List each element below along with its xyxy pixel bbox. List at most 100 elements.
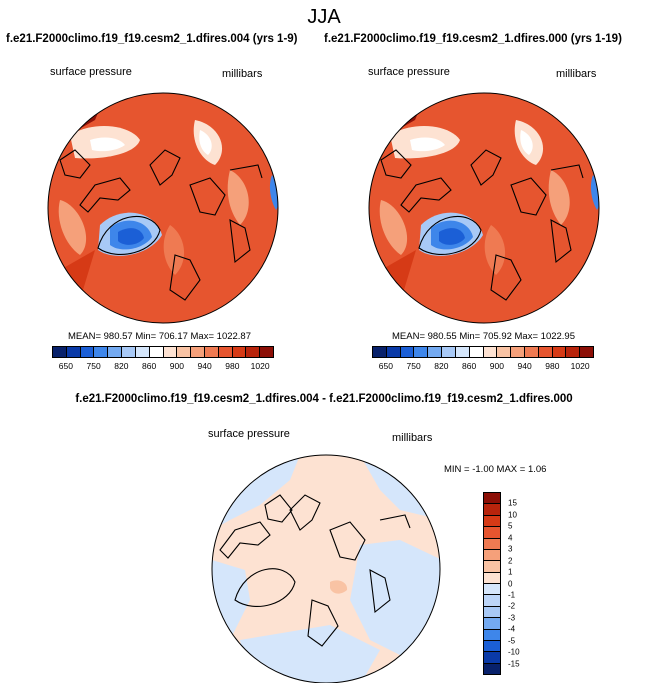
left-colorbar-swatch [218, 347, 233, 357]
left-panel-title: f.e21.F2000climo.f19_f19.cesm2_1.dfires.… [6, 33, 298, 45]
difference-colorbar-tick-label: -5 [508, 636, 516, 646]
left-colorbar-swatch [66, 347, 81, 357]
difference-units-label: millibars [392, 432, 433, 444]
right-colorbar-tick-label: 980 [545, 361, 560, 371]
right-colorbar-swatch [566, 347, 581, 357]
difference-colorbar-tick-label: 10 [508, 510, 517, 520]
right-colorbar-tick-label: 940 [517, 361, 532, 371]
left-colorbar-swatch [94, 347, 109, 357]
right-colorbar-swatch [511, 347, 525, 357]
left-colorbar-swatch [53, 347, 67, 357]
left-colorbar-swatch [260, 347, 273, 357]
left-colorbar-ticks: 650 750 820 860 900 940 980 1020 [52, 361, 274, 373]
difference-colorbar-swatch [484, 538, 500, 550]
difference-colorbar [483, 492, 501, 675]
difference-colorbar-swatch [484, 629, 500, 641]
difference-colorbar-tick-label: 0 [508, 579, 513, 588]
right-colorbar-swatch [580, 347, 593, 357]
left-colorbar-swatch [246, 347, 261, 357]
difference-colorbar-tick-label: -15 [508, 659, 520, 669]
left-colorbar-tick-label: 940 [197, 361, 212, 371]
difference-colorbar-ticks: 15 10 5 4 3 2 1 0 -1 -2 -3 -4 -5 -10 -15 [508, 492, 538, 675]
left-colorbar-tick-label: 820 [114, 361, 129, 371]
difference-colorbar-swatch [484, 640, 500, 653]
right-colorbar-swatch [538, 347, 553, 357]
difference-colorbar-swatch [484, 663, 500, 674]
right-panel-title: f.e21.F2000climo.f19_f19.cesm2_1.dfires.… [324, 33, 622, 45]
difference-colorbar-tick-label: 15 [508, 498, 517, 508]
right-colorbar-swatch [524, 347, 539, 357]
season-title: JJA [307, 6, 341, 28]
right-colorbar-swatch [469, 347, 484, 357]
left-colorbar-tick-label: 980 [225, 361, 240, 371]
right-colorbar-swatch [428, 347, 443, 357]
left-colorbar-swatch [149, 347, 164, 357]
difference-colorbar-swatch [484, 652, 500, 664]
difference-stats: MIN = -1.00 MAX = 1.06 [444, 464, 547, 475]
difference-colorbar-tick-label: -4 [508, 624, 516, 634]
left-colorbar-swatch [204, 347, 219, 357]
right-colorbar-swatch [455, 347, 470, 357]
left-colorbar-swatch [122, 347, 136, 357]
left-colorbar-tick-label: 1020 [250, 361, 270, 371]
left-colorbar-swatch [163, 347, 178, 357]
right-colorbar-swatch [400, 347, 415, 357]
difference-title: f.e21.F2000climo.f19_f19.cesm2_1.dfires.… [75, 393, 573, 405]
difference-colorbar-tick-label: -1 [508, 590, 516, 600]
right-colorbar-swatch [442, 347, 456, 357]
left-colorbar-tick-label: 860 [142, 361, 157, 371]
difference-colorbar-swatch [484, 561, 500, 573]
difference-colorbar-tick-label: -3 [508, 613, 516, 623]
right-colorbar-tick-label: 820 [434, 361, 449, 371]
difference-colorbar-tick-label: -2 [508, 601, 516, 611]
difference-colorbar-swatch [484, 606, 500, 619]
difference-colorbar-swatch [484, 504, 500, 516]
right-colorbar-swatch [414, 347, 429, 357]
left-colorbar-tick-label: 900 [169, 361, 184, 371]
left-variable-label: surface pressure [50, 66, 132, 78]
left-colorbar-tick-label: 650 [58, 361, 73, 371]
difference-colorbar-swatch [484, 549, 500, 562]
left-colorbar-swatch [191, 347, 205, 357]
right-colorbar-swatch [483, 347, 498, 357]
left-colorbar-tick-label: 750 [86, 361, 101, 371]
difference-variable-label: surface pressure [208, 428, 290, 440]
left-colorbar [52, 346, 274, 358]
difference-colorbar-tick-label: 1 [508, 567, 513, 577]
difference-colorbar-swatch [484, 515, 500, 528]
left-colorbar-swatch [80, 347, 95, 357]
right-colorbar-tick-label: 860 [462, 361, 477, 371]
left-colorbar-swatch [232, 347, 247, 357]
difference-colorbar-tick-label: 2 [508, 556, 513, 566]
right-colorbar-swatch [552, 347, 567, 357]
right-colorbar [372, 346, 594, 358]
difference-colorbar-tick-label: 3 [508, 544, 513, 554]
right-colorbar-tick-label: 650 [378, 361, 393, 371]
left-colorbar-swatch [108, 347, 123, 357]
difference-colorbar-tick-label: 4 [508, 533, 513, 543]
left-colorbar-swatch [177, 347, 192, 357]
right-variable-label: surface pressure [368, 66, 450, 78]
difference-colorbar-swatch [484, 527, 500, 539]
difference-colorbar-swatch [484, 572, 500, 584]
difference-colorbar-tick-label: 5 [508, 521, 513, 531]
difference-colorbar-swatch [484, 618, 500, 630]
right-colorbar-tick-label: 750 [406, 361, 421, 371]
left-colorbar-swatch [135, 347, 150, 357]
left-stats: MEAN= 980.57 Min= 706.17 Max= 1022.87 [68, 331, 251, 342]
right-colorbar-swatch [497, 347, 512, 357]
difference-colorbar-tick-label: -10 [508, 647, 520, 657]
difference-colorbar-swatch [484, 595, 500, 607]
right-colorbar-ticks: 650 750 820 860 900 940 980 1020 [372, 361, 594, 373]
left-units-label: millibars [222, 68, 263, 80]
right-colorbar-swatch [386, 347, 401, 357]
right-colorbar-swatch [373, 347, 387, 357]
right-stats: MEAN= 980.55 Min= 705.92 Max= 1022.95 [392, 331, 575, 342]
right-units-label: millibars [556, 68, 597, 80]
difference-colorbar-swatch [484, 584, 500, 596]
right-colorbar-tick-label: 1020 [570, 361, 590, 371]
difference-colorbar-swatch [484, 493, 500, 505]
